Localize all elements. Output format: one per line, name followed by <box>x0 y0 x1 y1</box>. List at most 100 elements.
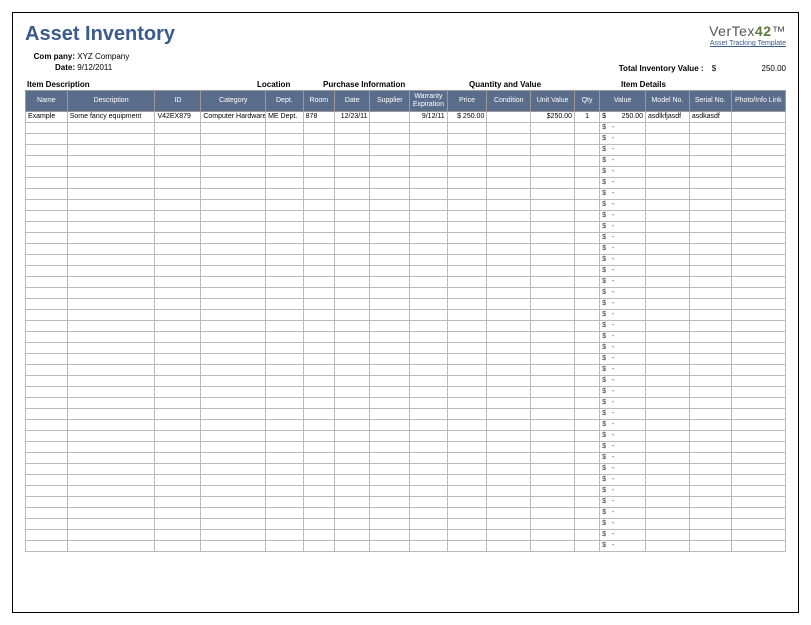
cell-unit_value <box>531 485 575 496</box>
cell-category <box>201 474 266 485</box>
cell-photo <box>731 243 785 254</box>
cell-serial <box>689 430 731 441</box>
cell-date <box>334 243 369 254</box>
cell-category <box>201 155 266 166</box>
cell-description <box>67 430 155 441</box>
cell-qty <box>575 463 600 474</box>
cell-name <box>26 287 68 298</box>
cell-price <box>447 342 487 353</box>
cell-id <box>155 474 201 485</box>
table-row: $ - <box>26 474 786 485</box>
cell-description <box>67 188 155 199</box>
table-row: $ - <box>26 188 786 199</box>
cell-unit_value <box>531 353 575 364</box>
cell-id <box>155 485 201 496</box>
cell-dept <box>266 320 304 331</box>
cell-serial <box>689 496 731 507</box>
cell-value: $ - <box>600 342 646 353</box>
th-qty: Qty <box>575 91 600 111</box>
cell-description <box>67 210 155 221</box>
th-date: Date <box>334 91 369 111</box>
th-supplier: Supplier <box>370 91 410 111</box>
cell-description <box>67 375 155 386</box>
cell-photo <box>731 287 785 298</box>
cell-warranty <box>410 496 448 507</box>
cell-photo <box>731 309 785 320</box>
cell-category <box>201 287 266 298</box>
cell-unit_value <box>531 177 575 188</box>
cell-unit_value <box>531 452 575 463</box>
cell-photo <box>731 419 785 430</box>
cell-category <box>201 166 266 177</box>
cell-condition <box>487 331 531 342</box>
cell-supplier <box>370 463 410 474</box>
cell-category <box>201 540 266 551</box>
cell-supplier <box>370 298 410 309</box>
cell-warranty <box>410 474 448 485</box>
template-link[interactable]: Asset Tracking Template <box>709 40 786 47</box>
cell-date <box>334 133 369 144</box>
cell-qty <box>575 386 600 397</box>
cell-supplier <box>370 265 410 276</box>
cell-serial <box>689 474 731 485</box>
cell-dept <box>266 540 304 551</box>
cell-serial <box>689 342 731 353</box>
cell-qty <box>575 122 600 133</box>
table-row: $ - <box>26 155 786 166</box>
cell-room <box>303 254 334 265</box>
cell-model <box>646 298 690 309</box>
table-row: $ - <box>26 364 786 375</box>
cell-model <box>646 342 690 353</box>
table-row: $ - <box>26 331 786 342</box>
cell-unit_value <box>531 232 575 243</box>
cell-condition <box>487 188 531 199</box>
cell-model <box>646 507 690 518</box>
cell-serial <box>689 221 731 232</box>
cell-serial <box>689 485 731 496</box>
cell-id <box>155 221 201 232</box>
cell-model <box>646 331 690 342</box>
cell-supplier <box>370 452 410 463</box>
cell-price <box>447 254 487 265</box>
cell-name <box>26 320 68 331</box>
cell-unit_value <box>531 529 575 540</box>
cell-model <box>646 243 690 254</box>
cell-price <box>447 353 487 364</box>
cell-dept <box>266 210 304 221</box>
table-row: $ - <box>26 463 786 474</box>
cell-warranty <box>410 397 448 408</box>
cell-value: $ - <box>600 166 646 177</box>
cell-serial <box>689 276 731 287</box>
cell-name <box>26 463 68 474</box>
cell-date <box>334 540 369 551</box>
cell-qty <box>575 177 600 188</box>
cell-dept <box>266 331 304 342</box>
cell-model <box>646 375 690 386</box>
cell-value: $ - <box>600 463 646 474</box>
table-row: $ - <box>26 287 786 298</box>
cell-date <box>334 298 369 309</box>
cell-name <box>26 122 68 133</box>
cell-unit_value <box>531 243 575 254</box>
cell-unit_value <box>531 397 575 408</box>
cell-description <box>67 507 155 518</box>
cell-condition <box>487 298 531 309</box>
cell-condition <box>487 243 531 254</box>
cell-serial <box>689 122 731 133</box>
group-location: Location <box>255 79 321 90</box>
cell-qty <box>575 144 600 155</box>
cell-room <box>303 507 334 518</box>
cell-unit_value <box>531 342 575 353</box>
cell-dept <box>266 441 304 452</box>
cell-qty <box>575 287 600 298</box>
vertex-logo: VerTex42™ <box>709 23 786 39</box>
th-name: Name <box>26 91 68 111</box>
cell-room <box>303 221 334 232</box>
cell-model <box>646 529 690 540</box>
cell-dept <box>266 496 304 507</box>
cell-photo <box>731 342 785 353</box>
cell-photo <box>731 254 785 265</box>
cell-serial <box>689 375 731 386</box>
cell-warranty <box>410 199 448 210</box>
cell-model <box>646 188 690 199</box>
